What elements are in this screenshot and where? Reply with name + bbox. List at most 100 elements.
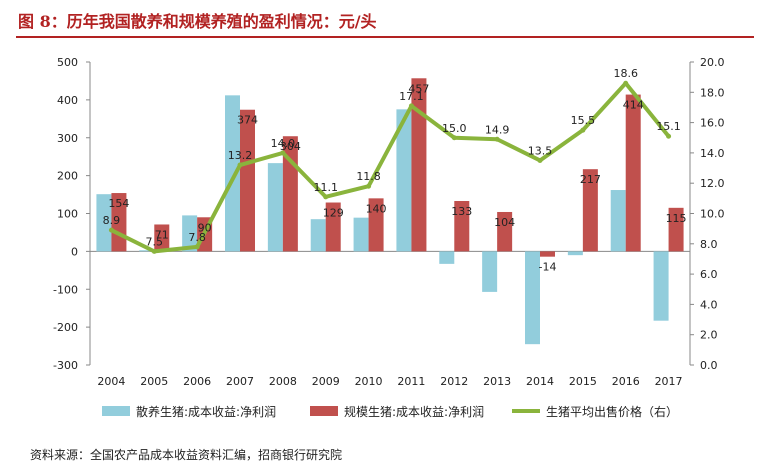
left-tick-label: 100: [57, 208, 78, 221]
right-tick-label: 14.0: [700, 147, 725, 160]
x-tick-label: 2007: [226, 375, 254, 388]
x-tick-label: 2005: [140, 375, 168, 388]
bar-value-label: 90: [198, 221, 212, 234]
right-tick-label: 2.0: [700, 329, 718, 342]
price-value-label: 14.9: [485, 123, 510, 136]
price-value-label: 15.5: [571, 114, 596, 127]
right-tick-label: 12.0: [700, 177, 725, 190]
bar-value-label: 217: [580, 173, 601, 186]
price-point: [494, 136, 500, 142]
bar-smallholder: [610, 190, 626, 252]
right-tick-label: 4.0: [700, 298, 718, 311]
legend-swatch: [310, 406, 338, 416]
left-tick-label: 300: [57, 132, 78, 145]
bar-smallholder: [482, 251, 498, 292]
price-value-label: 14.0: [271, 137, 296, 150]
bar-large-scale: [368, 198, 384, 252]
x-tick-label: 2015: [569, 375, 597, 388]
right-tick-label: 10.0: [700, 208, 725, 221]
title-divider: [16, 36, 754, 38]
bar-large-scale: [625, 94, 641, 252]
price-point: [323, 194, 329, 200]
bar-value-label: 154: [108, 197, 129, 210]
left-tick-label: -200: [53, 321, 78, 334]
price-point: [666, 133, 672, 139]
x-tick-label: 2009: [312, 375, 340, 388]
price-point: [580, 127, 586, 133]
x-tick-label: 2004: [97, 375, 125, 388]
right-tick-label: 6.0: [700, 268, 718, 281]
right-tick-label: 20.0: [700, 56, 725, 69]
price-line: [110, 81, 671, 254]
bar-value-label: 414: [623, 99, 644, 112]
bar-smallholder: [525, 251, 540, 345]
bar-value-label: 304: [280, 140, 301, 153]
left-tick-label: 400: [57, 94, 78, 107]
x-tick-label: 2014: [526, 375, 554, 388]
x-tick-label: 2017: [655, 375, 683, 388]
bar-smallholder: [439, 251, 455, 264]
bar-large-scale: [240, 109, 255, 252]
source-note: 资料来源：全国农产品成本收益资料汇编，招商银行研究院: [30, 448, 343, 462]
left-tick-label: 500: [57, 56, 78, 69]
x-tick-label: 2016: [612, 375, 640, 388]
bar-smallholder: [653, 251, 669, 321]
price-point: [623, 80, 629, 86]
price-value-label: 15.1: [656, 120, 681, 133]
bar-smallholder: [139, 250, 155, 252]
price-value-label: 15.0: [442, 122, 467, 135]
bar-value-label: 115: [666, 212, 687, 225]
left-tick-label: 0: [71, 245, 78, 258]
bar-large-scale: [540, 251, 555, 257]
bar-value-label: 374: [237, 114, 258, 127]
price-value-label: 7.8: [188, 231, 206, 244]
x-tick-label: 2006: [183, 375, 211, 388]
bar-value-label: 129: [323, 207, 344, 220]
price-point: [280, 150, 286, 156]
bar-value-label: -14: [539, 261, 557, 274]
price-point: [366, 183, 372, 189]
price-value-label: 7.5: [146, 235, 164, 248]
bar-smallholder: [182, 215, 198, 252]
bar-smallholder: [310, 219, 326, 252]
bar-smallholder: [396, 109, 412, 252]
bar-smallholder: [96, 194, 112, 252]
chart: 500 400 300 200 100 0 -100 -200 -300 20.0 18.0 16.0…: [53, 56, 725, 419]
legend-label: 生猪平均出售价格（右）: [546, 404, 678, 419]
bar-smallholder: [225, 95, 240, 252]
bar-large-scale: [668, 207, 684, 252]
right-tick-label: 0.0: [700, 359, 718, 372]
bar-large-scale: [497, 211, 513, 252]
left-tick-label: -100: [53, 283, 78, 296]
price-value-label: 8.9: [103, 214, 121, 227]
bar-value-label: 133: [451, 205, 472, 218]
price-point: [451, 135, 457, 141]
x-tick-label: 2012: [440, 375, 468, 388]
bar-large-scale: [454, 201, 470, 252]
legend-label: 散养生猪:成本收益:净利润: [136, 404, 276, 419]
price-point: [108, 227, 114, 233]
bar-smallholder: [267, 163, 283, 252]
bar-value-label: 104: [494, 216, 515, 229]
legend-label: 规模生猪:成本收益:净利润: [344, 404, 484, 419]
bar-value-label: 457: [408, 82, 429, 95]
price-point: [237, 162, 243, 168]
x-tick-label: 2010: [355, 375, 383, 388]
price-point: [408, 103, 414, 109]
price-point: [151, 248, 157, 254]
bar-smallholder: [353, 217, 369, 252]
price-value-label: 11.8: [356, 170, 381, 183]
bar-large-scale: [154, 224, 170, 252]
price-point: [194, 244, 200, 250]
right-tick-label: 18.0: [700, 86, 725, 99]
left-tick-label: 200: [57, 170, 78, 183]
bar-large-scale: [582, 169, 598, 252]
price-value-label: 11.1: [313, 181, 338, 194]
right-tick-label: 8.0: [700, 238, 718, 251]
bar-value-label: 71: [155, 228, 169, 241]
page-title: 图 8：历年我国散养和规模养殖的盈利情况：元/头: [18, 12, 377, 31]
legend-swatch: [102, 406, 130, 416]
price-value-label: 13.5: [528, 144, 553, 157]
x-tick-label: 2011: [397, 375, 425, 388]
x-tick-label: 2008: [269, 375, 297, 388]
